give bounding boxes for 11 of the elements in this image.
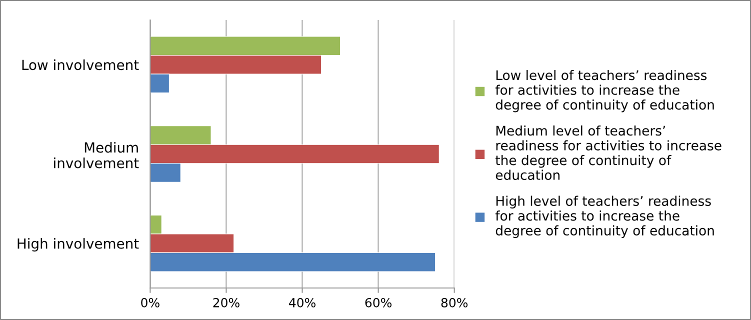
- legend-label: Medium level of teachers’ readiness for activities to increase the degree of continuity of education: [496, 125, 722, 180]
- legend-label: Low level of teachers’ readiness for activities to increase the degree of continuity of education: [495, 70, 714, 112]
- legend-label: High level of teachers’ readiness for activities to increase the degree of continuity of education: [495, 196, 714, 238]
- x-tick-label: 20%: [213, 298, 240, 308]
- x-tick-label: 40%: [288, 298, 316, 308]
- x-tick-label: 0%: [141, 298, 160, 308]
- y-tick-label: Low involvement: [22, 59, 139, 70]
- x-tick-label: 60%: [365, 298, 392, 308]
- y-tick-label: High involvement: [18, 238, 139, 252]
- x-tick-label: 80%: [441, 298, 468, 308]
- y-tick-label: Medium involvement: [54, 142, 139, 168]
